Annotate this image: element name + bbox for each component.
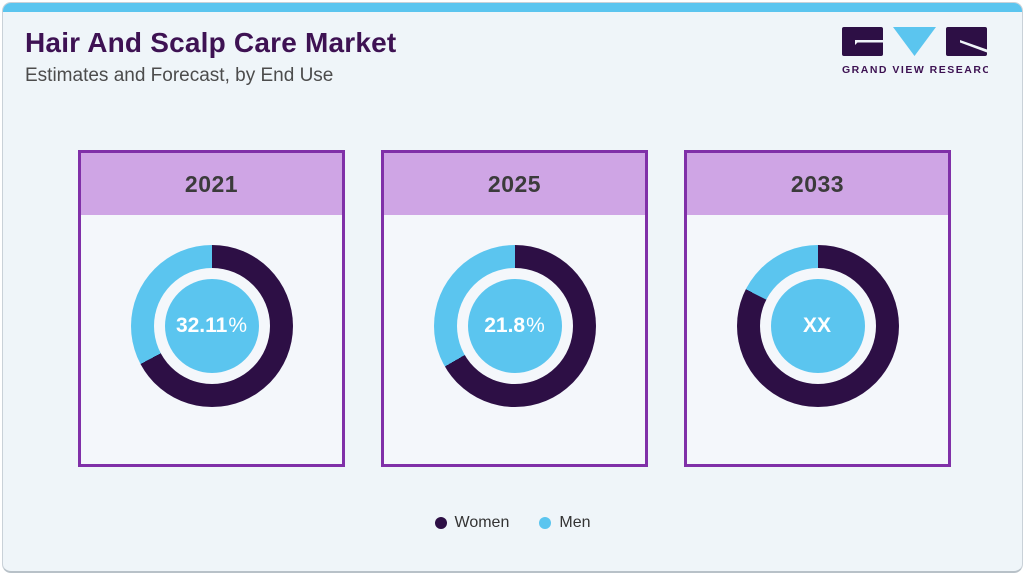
donut-chart-2025: 21.8% bbox=[433, 245, 596, 407]
chart-card-2033: 2033 XX bbox=[684, 150, 951, 467]
women-legend-dot-icon bbox=[434, 517, 447, 529]
legend-item-men: Men bbox=[539, 514, 590, 532]
donut-center-value: 21.8 bbox=[484, 314, 526, 337]
donut-center-suffix: % bbox=[526, 314, 545, 337]
page-title: Hair And Scalp Care Market bbox=[25, 27, 397, 58]
donut-center-value: 32.11 bbox=[175, 314, 228, 337]
card-year-label: 2033 bbox=[790, 170, 845, 197]
donut-center-label: 32.11% bbox=[164, 279, 259, 373]
donut-center-label: 21.8% bbox=[467, 279, 562, 373]
card-year-label: 2021 bbox=[184, 170, 239, 197]
donut-cards-row: 2021 32.11% 2025 21.8% bbox=[78, 150, 951, 467]
legend-item-women: Women bbox=[434, 514, 510, 532]
legend-label: Men bbox=[559, 514, 591, 531]
chart-card-2021: 2021 32.11% bbox=[78, 150, 345, 467]
gvr-logo-icon: GRAND VIEW RESEARCH bbox=[842, 27, 988, 76]
legend: Women Men bbox=[3, 514, 1022, 532]
card-header-2033: 2033 bbox=[687, 153, 948, 215]
donut-center-suffix: % bbox=[228, 314, 248, 337]
donut-center-value: XX bbox=[802, 314, 831, 337]
men-legend-dot-icon bbox=[539, 517, 552, 529]
legend-label: Women bbox=[454, 514, 510, 531]
donut-chart-2033: XX bbox=[736, 245, 899, 407]
donut-chart-2021: 32.11% bbox=[130, 245, 293, 407]
card-header-2021: 2021 bbox=[81, 153, 342, 215]
card-body-2033: XX bbox=[687, 215, 948, 464]
chart-card-2025: 2025 21.8% bbox=[381, 150, 648, 467]
header-block: Hair And Scalp Care Market Estimates and… bbox=[25, 27, 396, 87]
grand-view-research-logo: GRAND VIEW RESEARCH bbox=[842, 27, 988, 79]
card-body-2021: 32.11% bbox=[81, 215, 342, 464]
card-year-label: 2025 bbox=[487, 170, 542, 197]
card-header-2025: 2025 bbox=[384, 153, 645, 215]
page-subtitle: Estimates and Forecast, by End Use bbox=[25, 65, 334, 86]
donut-center-label: XX bbox=[770, 279, 865, 373]
top-accent-bar bbox=[3, 3, 1022, 12]
card-body-2025: 21.8% bbox=[384, 215, 645, 464]
gvr-logo-caption: GRAND VIEW RESEARCH bbox=[842, 64, 988, 76]
